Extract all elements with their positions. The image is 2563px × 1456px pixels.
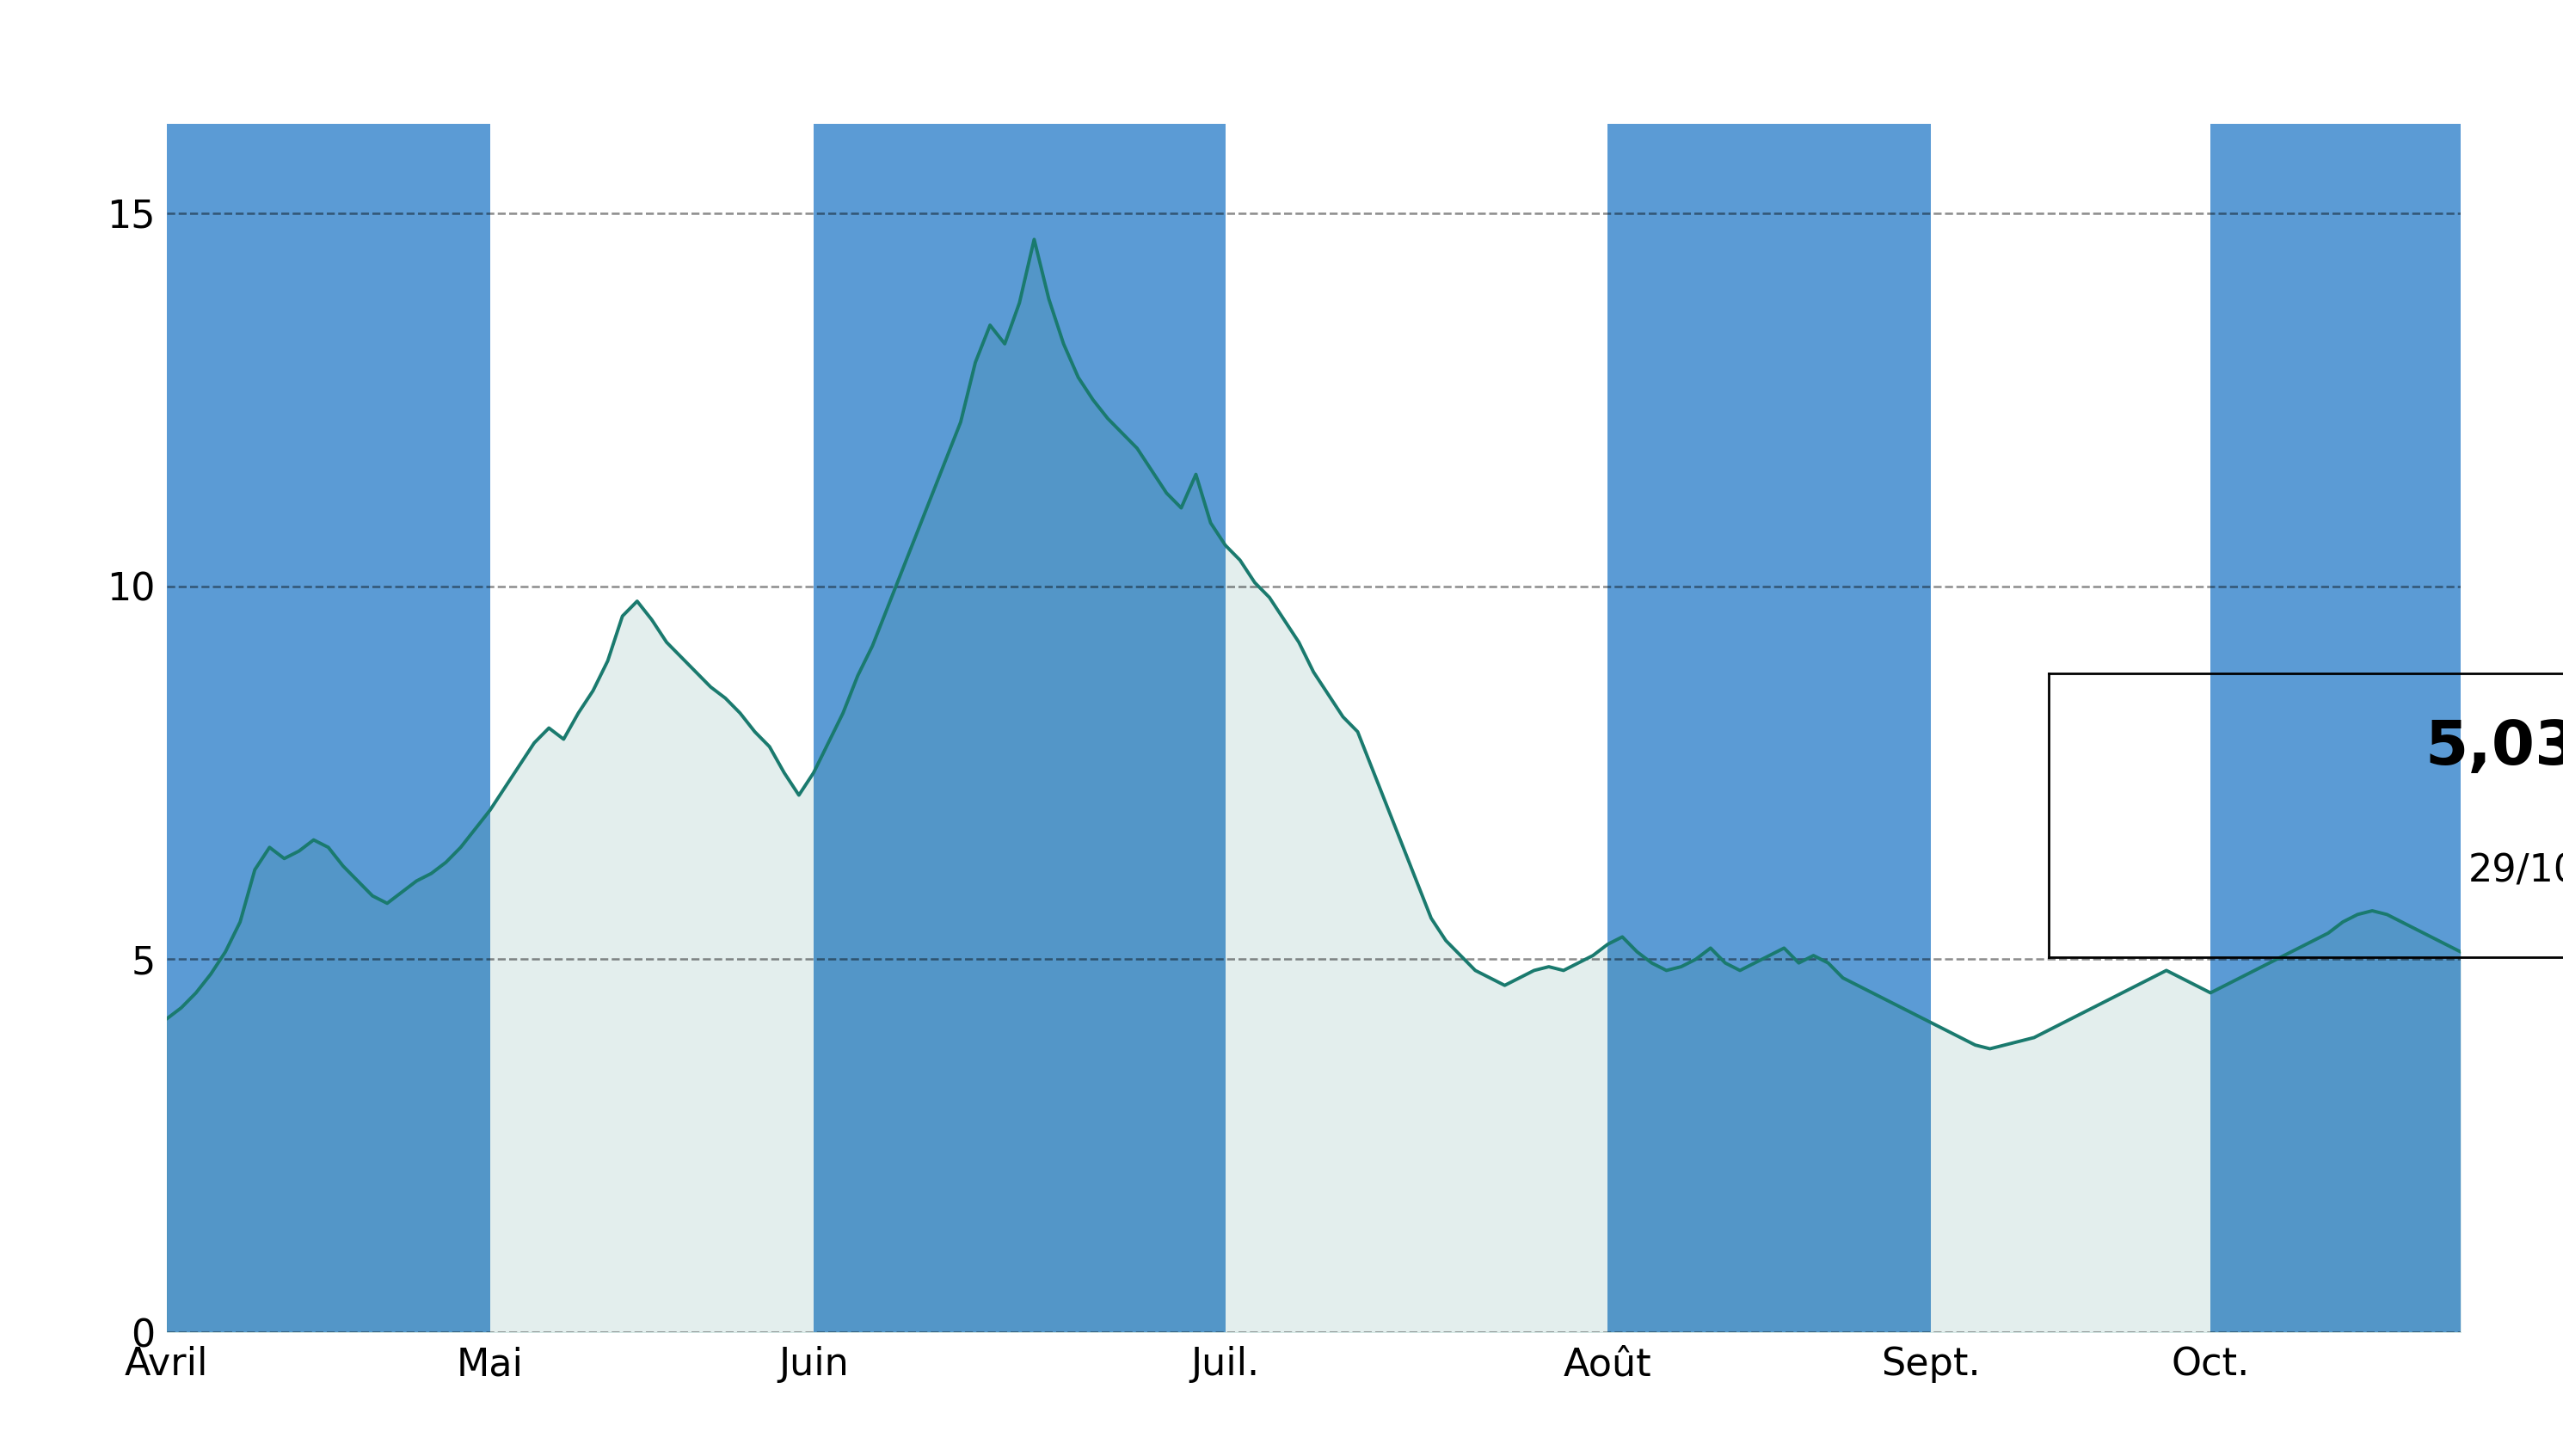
Text: Jumia Technologies AG: Jumia Technologies AG [733,17,1830,102]
Text: 29/10: 29/10 [2468,853,2563,890]
Bar [812,124,1225,1332]
Bar [167,124,490,1332]
Text: 5,03: 5,03 [2425,718,2563,778]
Bar [1607,124,1930,1332]
Bar [2209,124,2460,1332]
